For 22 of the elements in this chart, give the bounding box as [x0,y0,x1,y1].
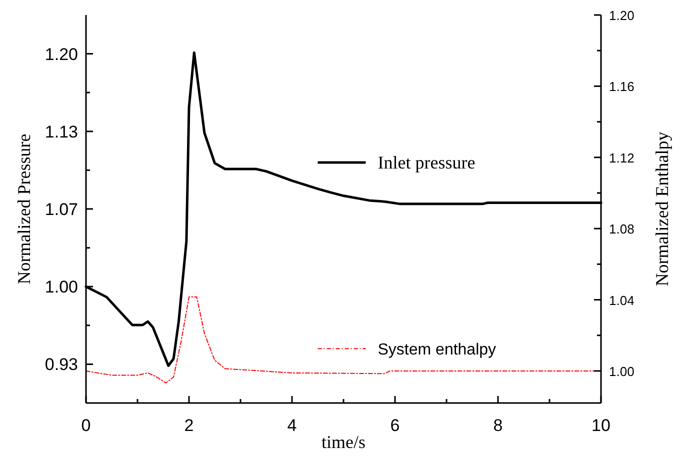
x-tick-label: 4 [287,416,297,435]
x-tick-label: 10 [592,416,610,435]
y2-tick-label: 1.08 [609,222,634,237]
y-tick-label: 1.00 [44,278,78,297]
y2-tick-label: 1.16 [609,79,634,94]
y-tick-label: 1.20 [44,44,78,64]
y2-axis-title: Normalized Enthalpy [652,132,672,286]
y-tick-label: 1.13 [44,122,78,142]
y2-tick-label: 1.12 [609,150,634,166]
x-tick-label: 2 [184,416,194,435]
y2-tick-label: 1.20 [609,8,634,23]
y-tick-label: 0.93 [44,355,78,374]
y2-tick-label: 1.04 [609,292,634,308]
x-tick-label: 0 [81,416,91,435]
x-tick-label: 6 [390,416,400,435]
y2-tick-label: 1.00 [609,364,634,379]
legend-label: Inlet pressure [378,152,476,172]
y-axis-title: Normalized Pressure [14,134,34,284]
x-axis-title: time/s [322,432,366,452]
legend-label: System enthalpy [378,342,496,359]
y-tick-label: 1.07 [44,200,78,219]
x-tick-label: 8 [493,416,503,435]
